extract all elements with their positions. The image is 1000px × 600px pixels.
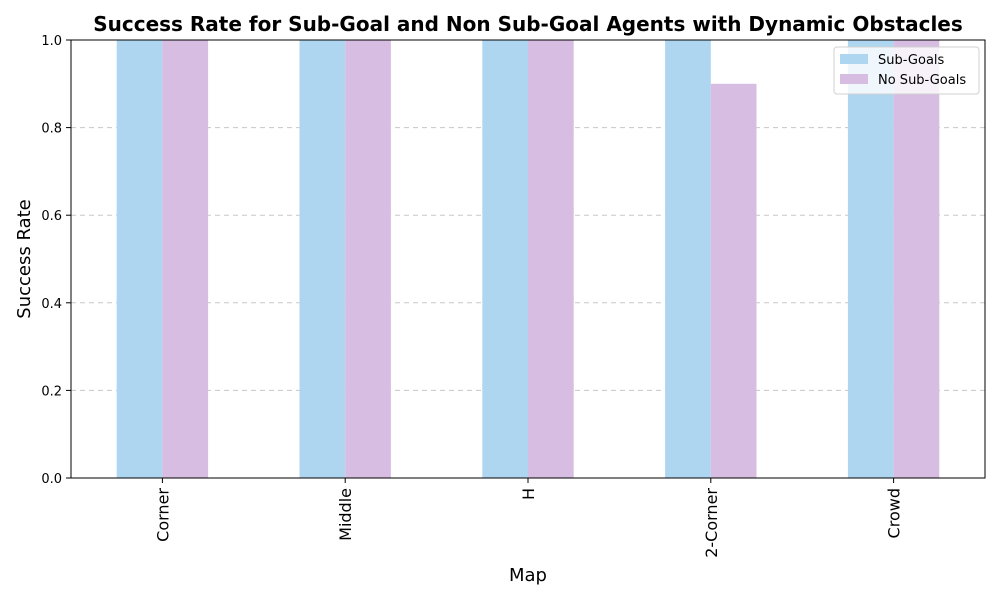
x-tick-label: Middle — [336, 488, 355, 541]
x-tick-label: 2-Corner — [702, 488, 721, 558]
chart-title: Success Rate for Sub-Goal and Non Sub-Go… — [93, 12, 963, 36]
legend-label: Sub-Goals — [878, 53, 945, 68]
legend-swatch — [840, 54, 868, 64]
bar-corner-sub-goals — [116, 40, 163, 478]
legend-box — [833, 46, 980, 95]
y-axis-ticks: 0.0 0.2 0.4 0.6 0.8 1.0 — [41, 34, 71, 487]
bar-h-sub-goals — [482, 40, 528, 478]
x-axis-ticks: Corner Middle H 2-Corner Crowd — [153, 478, 904, 558]
y-tick-label: 0.2 — [41, 384, 62, 399]
bars — [116, 40, 940, 479]
y-tick-label: 1.0 — [41, 34, 62, 49]
y-axis-label: Success Rate — [14, 199, 35, 318]
legend-label: No Sub-Goals — [878, 73, 966, 88]
x-tick-label: Corner — [153, 488, 172, 542]
bar-crowd-sub-goals — [847, 40, 894, 478]
y-tick-label: 0.4 — [41, 297, 62, 312]
bar-middle-no-sub-goals — [345, 40, 391, 478]
bar-corner-no-sub-goals — [162, 40, 209, 478]
bar-2-corner-sub-goals — [665, 40, 711, 478]
legend-swatch — [840, 74, 868, 84]
bar-middle-sub-goals — [299, 40, 346, 478]
bar-h-no-sub-goals — [528, 40, 574, 478]
y-tick-label: 0.8 — [41, 122, 62, 137]
y-tick-label: 0.0 — [41, 472, 62, 487]
y-tick-label: 0.6 — [41, 209, 62, 224]
bar-2-corner-no-sub-goals — [710, 83, 757, 479]
x-tick-label: H — [519, 488, 538, 500]
x-tick-label: Crowd — [885, 488, 904, 538]
bar-crowd-no-sub-goals — [893, 40, 940, 478]
legend: Sub-Goals No Sub-Goals — [833, 46, 980, 95]
x-axis-label: Map — [509, 565, 547, 586]
